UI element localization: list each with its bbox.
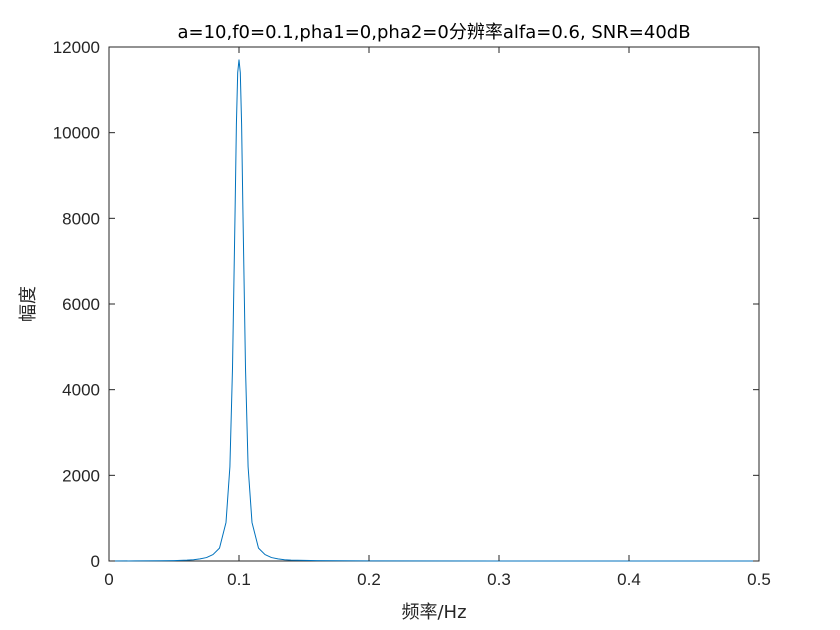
chart-title: a=10,f0=0.1,pha1=0,pha2=0分辨率alfa=0.6, SN… (177, 22, 690, 43)
y-tick-label: 10000 (53, 124, 100, 143)
y-tick-label: 4000 (62, 381, 100, 400)
x-tick-label: 0.2 (357, 570, 381, 589)
axes-box (108, 46, 760, 562)
x-tick-label: 0.1 (227, 570, 251, 589)
ticks: 0 0.1 0.2 0.3 0.4 0.5 0 2000 4000 6000 8000 10000 12… (53, 38, 771, 589)
plot-lines (108, 59, 760, 562)
y-tick-label: 6000 (62, 295, 100, 314)
x-axis-title: 频率/Hz (401, 602, 466, 623)
y-tick-label: 0 (91, 552, 100, 571)
axes (108, 46, 760, 562)
y-tick-label: 2000 (62, 466, 100, 485)
x-tick-label: 0.5 (747, 570, 771, 589)
y-tick-label: 12000 (53, 38, 100, 57)
x-tick-label: 0.4 (617, 570, 641, 589)
y-axis-title: 幅度 (18, 286, 39, 322)
y-tick-label: 8000 (62, 209, 100, 228)
x-tick-label: 0.3 (487, 570, 511, 589)
series-line (108, 59, 760, 562)
x-tick-label: 0 (104, 570, 113, 589)
